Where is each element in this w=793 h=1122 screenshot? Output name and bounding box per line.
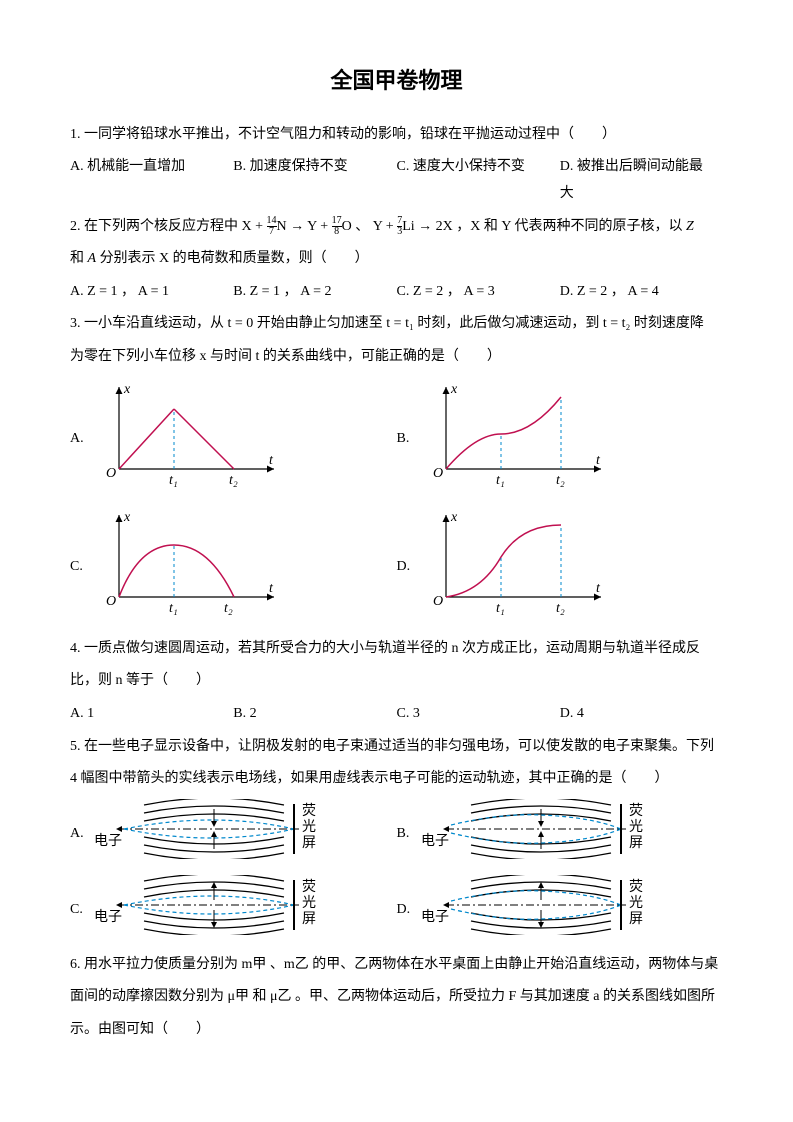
q2-opt-c: C. Z = 2 ， A = 3 bbox=[397, 279, 560, 306]
q5-label-d: D. bbox=[397, 897, 421, 924]
svg-text:荧: 荧 bbox=[302, 802, 316, 819]
q5-diagram-b: 电子 荧光屏 bbox=[421, 799, 671, 870]
svg-text:荧: 荧 bbox=[629, 802, 643, 819]
svg-text:屏: 屏 bbox=[629, 836, 643, 851]
q1-options: A. 机械能一直增加 B. 加速度保持不变 C. 速度大小保持不变 D. 被推出… bbox=[70, 154, 723, 207]
q2-opt-b: B. Z = 1 ， A = 2 bbox=[233, 279, 396, 306]
svg-text:O: O bbox=[106, 594, 116, 609]
svg-text:t₂: t₂ bbox=[229, 473, 238, 488]
q2-post: ，X 和 Y 代表两种不同的原子核，以 bbox=[456, 219, 682, 234]
svg-text:t₁: t₁ bbox=[496, 473, 505, 488]
q2-pre: 2. 在下列两个核反应方程中 bbox=[70, 219, 238, 234]
svg-text:t₂: t₂ bbox=[224, 601, 233, 616]
svg-text:荧: 荧 bbox=[629, 878, 643, 895]
svg-text:t₁: t₁ bbox=[169, 601, 178, 616]
svg-text:t₁: t₁ bbox=[169, 473, 178, 488]
svg-text:O: O bbox=[106, 466, 116, 481]
q1-opt-a: A. 机械能一直增加 bbox=[70, 154, 233, 207]
q3-row2: C. O x t t₁ t₂ D. O bbox=[70, 507, 723, 628]
q1-opt-b: B. 加速度保持不变 bbox=[233, 154, 396, 207]
q3-graph-b: O x t t₁ t₂ bbox=[421, 379, 611, 500]
q3-graph-d: O x t t₁ t₂ bbox=[421, 507, 611, 628]
q2-formula: X + 147N → Y + 178O 、 Y + 73Li → 2X bbox=[242, 219, 457, 234]
q2-options: A. Z = 1 ， A = 1 B. Z = 1 ， A = 2 C. Z =… bbox=[70, 279, 723, 306]
q2-line1: 2. 在下列两个核反应方程中 X + 147N → Y + 178O 、 Y +… bbox=[70, 214, 723, 241]
svg-text:电子: 电子 bbox=[94, 833, 122, 849]
svg-text:屏: 屏 bbox=[302, 912, 316, 927]
q4-opt-b: B. 2 bbox=[233, 701, 396, 728]
q5-label-b: B. bbox=[397, 821, 421, 848]
q5-label-c: C. bbox=[70, 897, 94, 924]
q4-opt-c: C. 3 bbox=[397, 701, 560, 728]
q3-line1: 3. 一小车沿直线运动，从 t = 0 开始由静止匀加速至 t = t₁ 时刻，… bbox=[70, 311, 723, 338]
q5-line2: 4 幅图中带箭头的实线表示电场线，如果用虚线表示电子可能的运动轨迹，其中正确的是… bbox=[70, 766, 723, 793]
q3-graph-c: O x t t₁ t₂ bbox=[94, 507, 284, 628]
q3-line2: 为零在下列小车位移 x 与时间 t 的关系曲线中，可能正确的是（ ） bbox=[70, 344, 723, 371]
svg-text:光: 光 bbox=[629, 819, 643, 835]
svg-text:t: t bbox=[269, 453, 274, 468]
q4-opt-d: D. 4 bbox=[560, 701, 723, 728]
svg-text:t: t bbox=[269, 581, 274, 596]
q1-opt-c: C. 速度大小保持不变 bbox=[397, 154, 560, 207]
q4-options: A. 1 B. 2 C. 3 D. 4 bbox=[70, 701, 723, 728]
q3-label-d: D. bbox=[397, 554, 421, 581]
q2-line2: 和 A 分别表示 X 的电荷数和质量数，则（ ） bbox=[70, 246, 723, 273]
q5-diagram-a: 电子 荧光屏 bbox=[94, 799, 344, 870]
svg-text:荧: 荧 bbox=[302, 878, 316, 895]
svg-text:x: x bbox=[123, 382, 131, 397]
q5-label-a: A. bbox=[70, 821, 94, 848]
svg-text:t: t bbox=[596, 453, 601, 468]
svg-text:屏: 屏 bbox=[629, 912, 643, 927]
svg-text:x: x bbox=[450, 382, 458, 397]
q4-opt-a: A. 1 bbox=[70, 701, 233, 728]
q3-label-c: C. bbox=[70, 554, 94, 581]
svg-text:t₁: t₁ bbox=[496, 601, 505, 616]
q6-line1: 6. 用水平拉力使质量分别为 m甲 、m乙 的甲、乙两物体在水平桌面上由静止开始… bbox=[70, 952, 723, 979]
svg-text:x: x bbox=[450, 510, 458, 525]
svg-text:屏: 屏 bbox=[302, 836, 316, 851]
svg-text:电子: 电子 bbox=[421, 909, 449, 925]
q5-row2: C. 电子荧光屏 D. 电子荧光屏 bbox=[70, 875, 723, 946]
q3-row1: A. O x t t₁ t₂ B. bbox=[70, 379, 723, 500]
svg-text:O: O bbox=[433, 594, 443, 609]
svg-text:光: 光 bbox=[629, 895, 643, 911]
svg-text:t₂: t₂ bbox=[556, 473, 565, 488]
q3-graph-a: O x t t₁ t₂ bbox=[94, 379, 284, 500]
q5-diagram-d: 电子 荧光屏 bbox=[421, 875, 671, 946]
q3-label-b: B. bbox=[397, 426, 421, 453]
q1-text: 1. 一同学将铅球水平推出，不计空气阻力和转动的影响，铅球在平抛运动过程中（ ） bbox=[70, 122, 723, 149]
q6-line3: 示。由图可知（ ） bbox=[70, 1017, 723, 1044]
q5-row1: A. 电子荧光屏 B. 电子荧光屏 bbox=[70, 799, 723, 870]
svg-text:光: 光 bbox=[302, 895, 316, 911]
q6-line2: 面间的动摩擦因数分别为 μ甲 和 μ乙 。甲、乙两物体运动后，所受拉力 F 与其… bbox=[70, 984, 723, 1011]
page-title: 全国甲卷物理 bbox=[70, 60, 723, 102]
svg-text:电子: 电子 bbox=[94, 909, 122, 925]
svg-text:电子: 电子 bbox=[421, 833, 449, 849]
svg-text:t₂: t₂ bbox=[556, 601, 565, 616]
svg-text:x: x bbox=[123, 510, 131, 525]
q2-opt-d: D. Z = 2 ， A = 4 bbox=[560, 279, 723, 306]
q1-opt-d: D. 被推出后瞬间动能最大 bbox=[560, 154, 723, 207]
svg-text:t: t bbox=[596, 581, 601, 596]
q5-diagram-c: 电子 荧光屏 bbox=[94, 875, 344, 946]
svg-text:O: O bbox=[433, 466, 443, 481]
svg-text:光: 光 bbox=[302, 819, 316, 835]
q3-label-a: A. bbox=[70, 426, 94, 453]
q4-line1: 4. 一质点做匀速圆周运动，若其所受合力的大小与轨道半径的 n 次方成正比，运动… bbox=[70, 636, 723, 663]
q5-line1: 5. 在一些电子显示设备中，让阴极发射的电子束通过适当的非匀强电场，可以使发散的… bbox=[70, 734, 723, 761]
q2-opt-a: A. Z = 1 ， A = 1 bbox=[70, 279, 233, 306]
q4-line2: 比，则 n 等于（ ） bbox=[70, 668, 723, 695]
